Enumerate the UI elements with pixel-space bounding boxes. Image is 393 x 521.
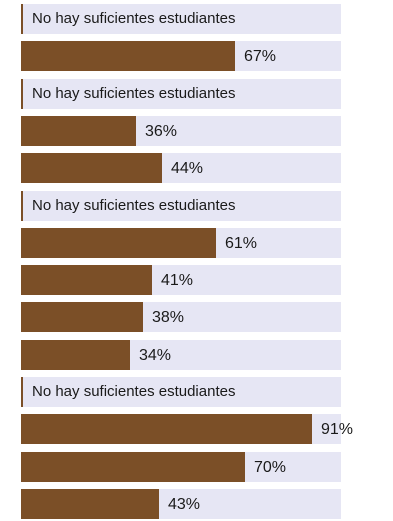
bar-track bbox=[21, 227, 341, 258]
bar-track bbox=[21, 451, 341, 482]
bar bbox=[21, 339, 130, 370]
insufficient-data-notice: No hay suficientes estudiantes bbox=[21, 4, 341, 34]
bar-value-label: 67% bbox=[244, 48, 277, 66]
bar bbox=[21, 488, 159, 519]
bar-track bbox=[21, 414, 341, 445]
bar bbox=[21, 265, 152, 296]
bar bbox=[21, 153, 162, 184]
notice-text: No hay suficientes estudiantes bbox=[32, 196, 236, 214]
bar-track bbox=[21, 153, 341, 184]
notice-bar-stub bbox=[21, 4, 23, 34]
bar-value-label: 38% bbox=[152, 309, 185, 327]
bar-track bbox=[21, 488, 341, 519]
bar-value-label: 91% bbox=[321, 421, 354, 439]
notice-text: No hay suficientes estudiantes bbox=[32, 10, 236, 27]
bar-value-label: 44% bbox=[171, 160, 204, 178]
bar bbox=[21, 41, 235, 72]
bar-value-label: 61% bbox=[225, 234, 258, 252]
notice-text: No hay suficientes estudiantes bbox=[32, 383, 236, 400]
notice-bar-stub bbox=[21, 377, 23, 407]
bar bbox=[21, 115, 136, 146]
insufficient-data-notice: No hay suficientes estudiantes bbox=[21, 190, 341, 221]
bar-value-label: 43% bbox=[168, 495, 201, 513]
bar-value-label: 41% bbox=[161, 272, 194, 290]
bar bbox=[21, 302, 143, 333]
notice-bar-stub bbox=[21, 190, 23, 221]
bar-track bbox=[21, 41, 341, 72]
bar-value-label: 70% bbox=[254, 458, 287, 476]
bar-track bbox=[21, 265, 341, 296]
insufficient-data-notice: No hay suficientes estudiantes bbox=[21, 377, 341, 407]
bar-track bbox=[21, 115, 341, 146]
bar-value-label: 36% bbox=[145, 122, 178, 140]
bar-track bbox=[21, 339, 341, 370]
notice-bar-stub bbox=[21, 78, 23, 109]
bar bbox=[21, 414, 312, 445]
bar bbox=[21, 451, 245, 482]
insufficient-data-notice: No hay suficientes estudiantes bbox=[21, 78, 341, 109]
bar-track bbox=[21, 302, 341, 333]
notice-text: No hay suficientes estudiantes bbox=[32, 84, 236, 102]
bar bbox=[21, 227, 216, 258]
bar-value-label: 34% bbox=[139, 346, 172, 364]
